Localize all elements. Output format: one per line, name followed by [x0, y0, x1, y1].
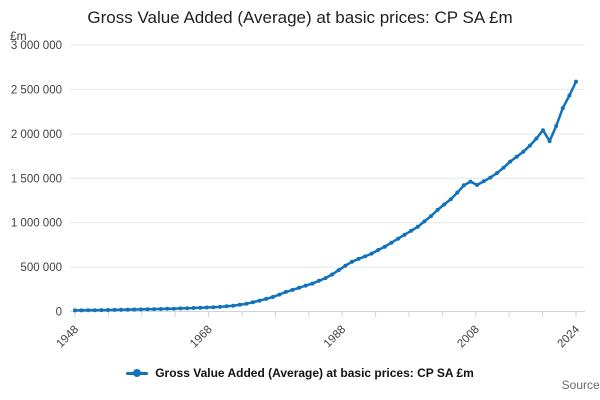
source-label: Source: — [561, 378, 600, 392]
data-point[interactable] — [119, 307, 124, 312]
data-point[interactable] — [574, 79, 578, 84]
data-point[interactable] — [547, 139, 552, 144]
data-point[interactable] — [125, 307, 130, 312]
data-point[interactable] — [481, 179, 486, 184]
y-tick-label: 0 — [56, 307, 62, 319]
y-tick-label: 2 000 000 — [11, 129, 62, 141]
data-point[interactable] — [560, 106, 565, 111]
data-point[interactable] — [237, 302, 242, 307]
data-point[interactable] — [554, 124, 559, 128]
data-point[interactable] — [310, 281, 315, 286]
data-point[interactable] — [567, 93, 572, 98]
y-tick-label: 3 000 000 — [11, 40, 62, 52]
data-point[interactable] — [435, 207, 440, 212]
data-point[interactable] — [86, 308, 91, 313]
y-tick-label: 500 000 — [20, 262, 62, 274]
y-tick-label: 1 000 000 — [11, 218, 62, 230]
data-point[interactable] — [429, 214, 433, 219]
data-point[interactable] — [376, 248, 381, 252]
data-point[interactable] — [488, 175, 493, 180]
data-point[interactable] — [501, 165, 506, 170]
y-tick-label: 1 500 000 — [11, 173, 62, 185]
data-point[interactable] — [396, 236, 400, 241]
data-point[interactable] — [330, 272, 335, 277]
data-point[interactable] — [336, 268, 341, 273]
data-point[interactable] — [521, 149, 526, 154]
chart-title: Gross Value Added (Average) at basic pri… — [87, 8, 513, 27]
data-point[interactable] — [527, 143, 532, 148]
data-point[interactable] — [283, 289, 288, 294]
data-point[interactable] — [73, 308, 77, 313]
data-point[interactable] — [231, 303, 236, 308]
x-tick-label: 2008 — [455, 324, 482, 351]
data-point[interactable] — [409, 228, 414, 233]
data-point[interactable] — [79, 308, 84, 313]
data-point[interactable] — [475, 183, 480, 187]
data-point[interactable] — [218, 304, 222, 309]
data-point[interactable] — [422, 219, 427, 224]
data-point[interactable] — [185, 306, 190, 311]
data-point[interactable] — [264, 296, 269, 301]
data-point[interactable] — [402, 232, 407, 237]
data-point[interactable] — [92, 308, 97, 313]
data-point[interactable] — [534, 136, 539, 141]
data-point[interactable] — [138, 307, 143, 312]
y-axis-unit-label: £m — [10, 29, 27, 43]
x-tick-label: 1968 — [188, 324, 215, 351]
data-point[interactable] — [204, 305, 209, 310]
data-point[interactable] — [461, 183, 466, 188]
data-point[interactable] — [112, 307, 117, 312]
data-point[interactable] — [356, 256, 361, 261]
data-point[interactable] — [382, 244, 387, 249]
data-point[interactable] — [257, 298, 262, 303]
line-series-marker-icon — [126, 369, 149, 378]
data-point[interactable] — [152, 307, 157, 312]
data-point[interactable] — [363, 254, 368, 259]
data-point[interactable] — [442, 202, 447, 207]
data-point[interactable] — [191, 306, 196, 310]
data-point[interactable] — [244, 301, 249, 306]
data-point[interactable] — [541, 128, 545, 133]
data-point[interactable] — [297, 285, 302, 290]
data-point[interactable] — [277, 292, 282, 297]
data-point[interactable] — [99, 308, 104, 313]
data-point[interactable] — [158, 307, 163, 311]
chart-canvas: 0 500 000 1 000 000 1 500 000 2 000 000 2 500… — [11, 40, 585, 351]
data-point[interactable] — [145, 307, 150, 312]
data-point[interactable] — [415, 224, 420, 229]
data-point[interactable] — [198, 305, 203, 310]
data-point[interactable] — [290, 287, 295, 292]
x-tick-label: 1948 — [55, 324, 82, 351]
legend-item[interactable]: Gross Value Added (Average) at basic pri… — [0, 363, 600, 383]
data-point[interactable] — [251, 300, 255, 305]
legend-dot-icon — [133, 369, 142, 377]
data-point[interactable] — [349, 259, 354, 264]
data-point[interactable] — [494, 171, 499, 176]
x-tick-label: 2024 — [556, 323, 583, 350]
data-point[interactable] — [132, 307, 137, 312]
data-point[interactable] — [455, 190, 460, 195]
legend-label: Gross Value Added (Average) at basic pri… — [155, 366, 474, 380]
y-tick-label: 2 500 000 — [11, 84, 62, 96]
data-point[interactable] — [303, 283, 308, 288]
data-point[interactable] — [448, 197, 453, 202]
data-point[interactable] — [178, 306, 183, 311]
data-point[interactable] — [106, 308, 110, 312]
data-point[interactable] — [165, 306, 170, 311]
data-point[interactable] — [323, 276, 328, 281]
data-point[interactable] — [270, 295, 275, 299]
data-point[interactable] — [343, 263, 348, 268]
data-point[interactable] — [171, 306, 176, 311]
data-point[interactable] — [508, 159, 513, 164]
data-point[interactable] — [369, 251, 374, 256]
data-point[interactable] — [468, 179, 473, 184]
data-point[interactable] — [224, 304, 229, 309]
data-line[interactable] — [73, 80, 578, 312]
data-point[interactable] — [316, 278, 321, 283]
data-point[interactable] — [514, 154, 519, 159]
data-point[interactable] — [211, 305, 216, 310]
x-tick-label: 1988 — [322, 324, 349, 351]
data-point[interactable] — [389, 240, 394, 245]
